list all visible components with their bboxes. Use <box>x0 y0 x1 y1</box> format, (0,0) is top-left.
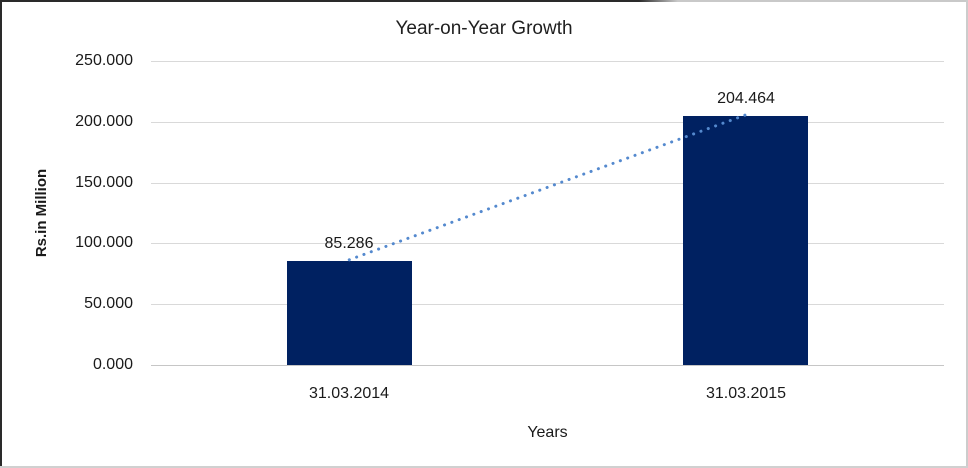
y-tick-label: 50.000 <box>84 295 133 312</box>
x-tick-label: 31.03.2014 <box>308 385 390 402</box>
y-tick-label: 150.000 <box>75 174 133 191</box>
gridline <box>151 122 944 123</box>
y-tick-label: 200.000 <box>75 113 133 130</box>
y-axis-title: Rs.in Million <box>33 168 50 258</box>
x-tick-label: 31.03.2015 <box>705 385 787 402</box>
bar-31.03.2015 <box>683 116 808 365</box>
gridline <box>151 304 944 305</box>
y-tick-label: 250.000 <box>75 52 133 69</box>
gridline <box>151 61 944 62</box>
chart-title: Year-on-Year Growth <box>395 18 573 39</box>
x-axis-line <box>151 365 944 366</box>
gridline <box>151 183 944 184</box>
frame-border-top <box>0 0 968 2</box>
bar-31.03.2014 <box>287 261 412 365</box>
y-tick-label: 100.000 <box>75 234 133 251</box>
y-tick-label: 0.000 <box>92 356 133 373</box>
data-label: 85.286 <box>324 235 374 252</box>
trendline <box>347 113 748 262</box>
plot-area: 85.286 204.464 <box>151 61 944 366</box>
frame-border-left <box>0 0 2 468</box>
frame-border-right <box>966 0 968 468</box>
frame-border-bottom <box>0 466 968 468</box>
data-label: 204.464 <box>717 90 775 107</box>
x-axis-title: Years <box>527 424 568 441</box>
gridline <box>151 243 944 244</box>
